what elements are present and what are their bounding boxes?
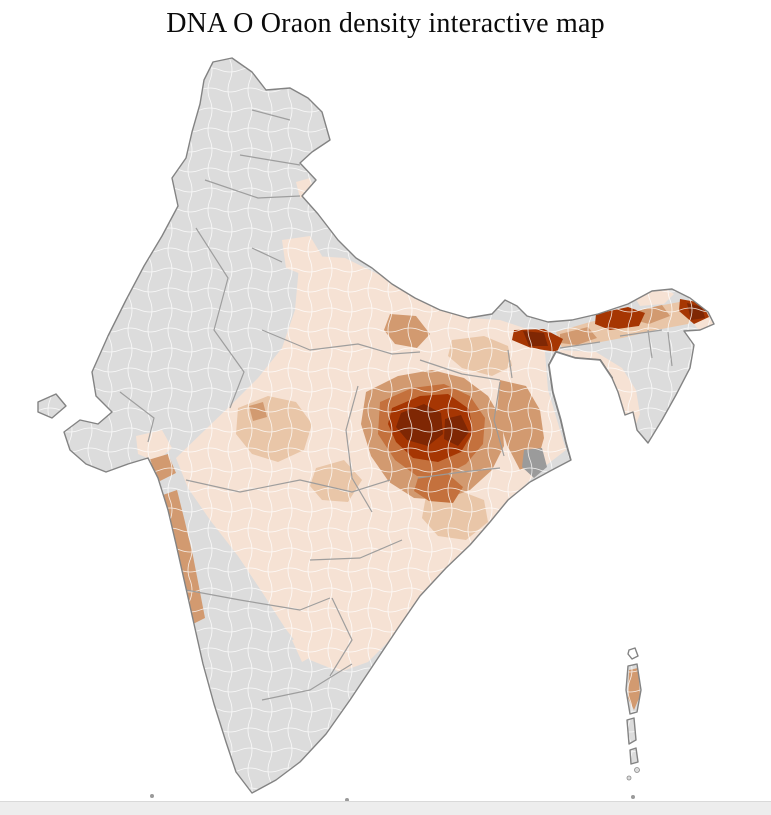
island-dot bbox=[634, 767, 640, 773]
page-title: DNA O Oraon density interactive map bbox=[166, 8, 605, 39]
island-dot bbox=[626, 775, 632, 781]
nicobar-dot bbox=[631, 795, 635, 799]
choropleth-layer bbox=[38, 58, 714, 793]
mainland-outline bbox=[63, 57, 715, 794]
india-outline bbox=[37, 57, 715, 794]
state-boundaries bbox=[119, 109, 673, 701]
lakshadweep-dot bbox=[150, 794, 154, 798]
page-bottom-strip bbox=[0, 801, 771, 815]
andaman-outline bbox=[625, 647, 642, 765]
kutch-west-outline bbox=[37, 393, 67, 419]
